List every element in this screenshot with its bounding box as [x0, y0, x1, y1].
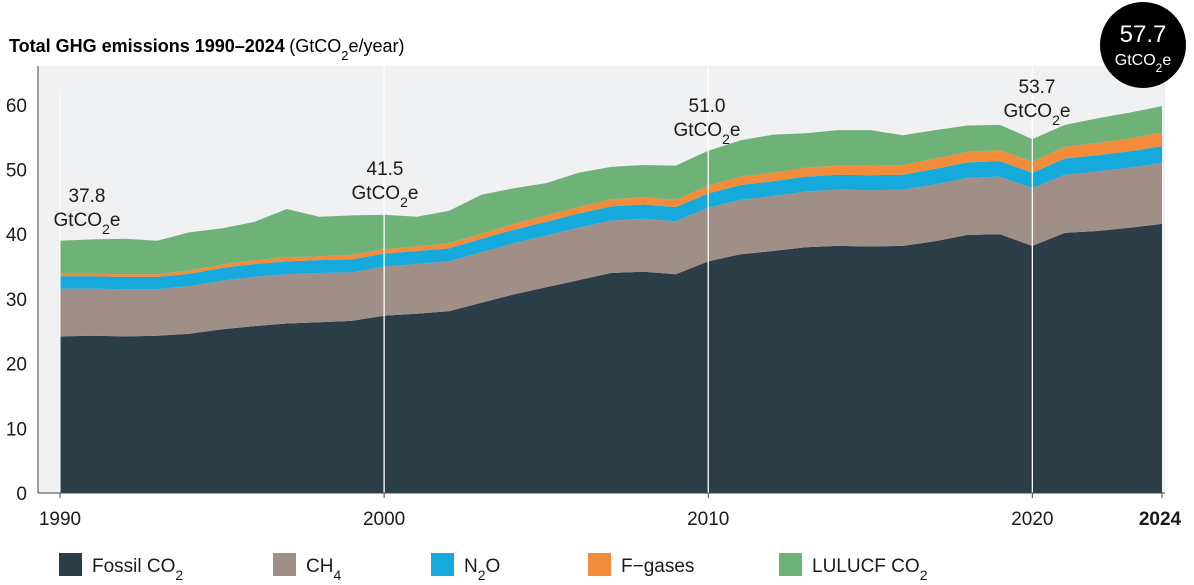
y-tick-label: 40	[6, 225, 27, 246]
highlight-unit: GtCO2e	[1115, 52, 1172, 75]
y-tick-label: 50	[6, 161, 27, 182]
legend-label: LULUCF CO2	[812, 556, 928, 583]
x-tick-label: 2000	[363, 509, 405, 530]
area-series-0	[60, 223, 1162, 493]
area-series-3	[60, 132, 1162, 277]
legend: Fossil CO2 CH4 N2O F−gases LULUCF CO2	[59, 553, 928, 583]
annotation-value: 51.0	[689, 96, 726, 117]
legend-label: N2O	[464, 556, 500, 583]
legend-swatch	[588, 553, 611, 576]
axes: 0 10 20 30 40 50 60 1990 2000 2010 2020 2024	[6, 66, 1182, 530]
chart-title-text: Total GHG emissions 1990–2024	[9, 36, 285, 56]
legend-label: Fossil CO2	[92, 556, 183, 583]
annotation-value: 53.7	[1019, 77, 1056, 98]
x-tick-label: 2020	[1011, 509, 1053, 530]
chart-title: Total GHG emissions 1990–2024 (GtCO2e/ye…	[9, 36, 405, 63]
legend-swatch	[431, 553, 454, 576]
legend-swatch	[779, 553, 802, 576]
area-series-2	[60, 146, 1162, 290]
x-tick-label: 1990	[39, 509, 81, 530]
legend-label: F−gases	[621, 556, 694, 577]
highlight-badge	[1100, 2, 1186, 88]
legend-swatch	[273, 553, 296, 576]
annotations: 37.8 GtCO2e 41.5 GtCO2e 51.0 GtCO2e 53.7 GtCO2e…	[54, 2, 1186, 237]
legend-swatch	[59, 553, 82, 576]
y-tick-label: 60	[6, 96, 27, 117]
y-tick-label: 0	[16, 484, 27, 505]
chart-unit-text: (GtCO2e/year)	[289, 36, 404, 63]
y-tick-label: 10	[6, 419, 27, 440]
area-series-1	[60, 163, 1162, 337]
x-tick-label: 2010	[687, 509, 729, 530]
annotation-unit: GtCO2e	[1004, 101, 1071, 128]
area-series-4	[60, 106, 1162, 275]
reference-lines	[59, 66, 1034, 493]
annotation-unit: GtCO2e	[674, 120, 741, 147]
legend-label: CH4	[306, 556, 341, 583]
annotation-unit: GtCO2e	[352, 183, 419, 210]
x-tick-label: 2024	[1139, 509, 1182, 530]
stacked-areas	[60, 106, 1162, 493]
y-tick-label: 30	[6, 290, 27, 311]
y-tick-label: 20	[6, 355, 27, 376]
annotation-unit: GtCO2e	[54, 210, 121, 237]
annotation-value: 37.8	[69, 186, 106, 207]
annotation-value: 41.5	[367, 159, 404, 180]
highlight-value: 57.7	[1120, 21, 1167, 48]
